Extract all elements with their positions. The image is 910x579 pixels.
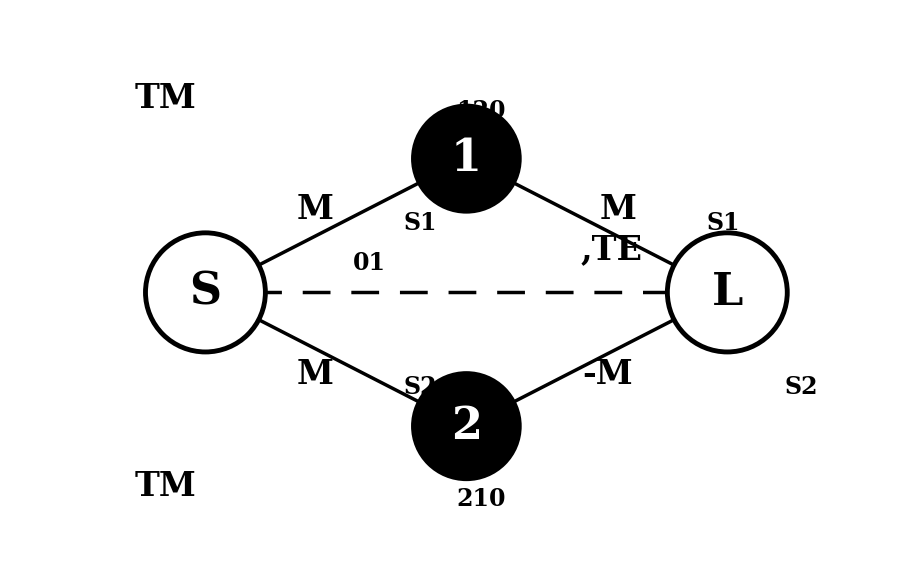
Text: -M: -M <box>582 358 632 391</box>
Text: 01: 01 <box>352 251 386 274</box>
Text: S2: S2 <box>784 376 818 400</box>
Ellipse shape <box>413 106 520 211</box>
Ellipse shape <box>667 233 787 352</box>
Text: 120: 120 <box>456 99 506 123</box>
Ellipse shape <box>413 373 520 479</box>
Text: L: L <box>712 271 743 314</box>
Text: S1: S1 <box>706 211 740 234</box>
Text: ,TE: ,TE <box>581 233 642 266</box>
Ellipse shape <box>146 233 266 352</box>
Text: 210: 210 <box>456 487 506 511</box>
Text: TM: TM <box>135 470 197 503</box>
Text: S2: S2 <box>403 376 437 400</box>
Text: 2: 2 <box>450 405 482 448</box>
Text: S1: S1 <box>403 211 437 234</box>
Text: S: S <box>189 271 221 314</box>
Text: 1: 1 <box>451 137 481 180</box>
Text: M: M <box>297 358 333 391</box>
Text: M: M <box>297 193 333 226</box>
Text: TM: TM <box>135 82 197 115</box>
Text: M: M <box>600 193 636 226</box>
